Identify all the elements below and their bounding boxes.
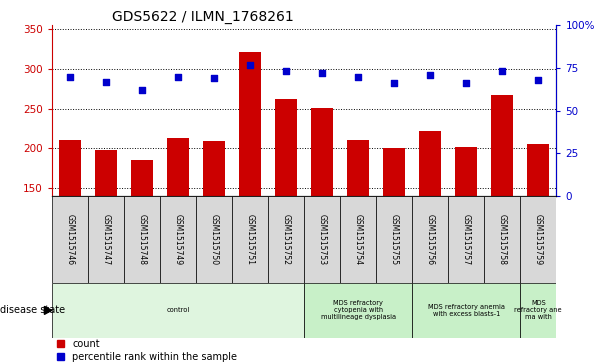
Point [497, 69, 507, 74]
Bar [340, 196, 376, 283]
Bar [304, 283, 412, 338]
Point [137, 87, 147, 93]
Bar [448, 196, 484, 283]
Point [533, 77, 543, 83]
Bar [347, 140, 369, 307]
Text: GSM1515753: GSM1515753 [317, 214, 326, 265]
Bar [268, 196, 304, 283]
Text: GSM1515749: GSM1515749 [173, 214, 182, 265]
Bar [88, 196, 124, 283]
Bar [52, 283, 304, 338]
Bar [59, 140, 80, 307]
Bar [52, 196, 88, 283]
Point [101, 79, 111, 85]
Text: GSM1515758: GSM1515758 [498, 214, 506, 265]
Legend: count, percentile rank within the sample: count, percentile rank within the sample [57, 339, 237, 362]
Text: disease state: disease state [0, 305, 65, 315]
Bar [124, 196, 160, 283]
Text: MDS refractory anemia
with excess blasts-1: MDS refractory anemia with excess blasts… [427, 304, 505, 317]
Point [461, 81, 471, 86]
Bar [376, 196, 412, 283]
Text: MDS
refractory ane
ma with: MDS refractory ane ma with [514, 300, 562, 321]
Bar [131, 160, 153, 307]
Bar [383, 148, 405, 307]
Text: GSM1515746: GSM1515746 [65, 214, 74, 265]
Bar [520, 283, 556, 338]
Bar [304, 196, 340, 283]
Bar [95, 150, 117, 307]
Text: GSM1515748: GSM1515748 [137, 214, 147, 265]
Bar [420, 131, 441, 307]
Text: GSM1515751: GSM1515751 [246, 214, 254, 265]
Bar [528, 144, 549, 307]
Text: GSM1515756: GSM1515756 [426, 214, 435, 265]
Bar [412, 283, 520, 338]
Point [245, 62, 255, 68]
Point [317, 70, 327, 76]
Point [209, 76, 219, 81]
Bar [484, 196, 520, 283]
Bar [311, 108, 333, 307]
Bar [491, 95, 513, 307]
Point [281, 69, 291, 74]
Bar [203, 141, 225, 307]
Text: control: control [166, 307, 190, 313]
Bar [232, 196, 268, 283]
Text: GSM1515757: GSM1515757 [461, 214, 471, 265]
Point [173, 74, 183, 79]
Bar [239, 52, 261, 307]
Point [353, 74, 363, 79]
Text: MDS refractory
cytopenia with
multilineage dysplasia: MDS refractory cytopenia with multilinea… [320, 300, 396, 321]
Bar [160, 196, 196, 283]
Point [65, 74, 75, 79]
Bar [196, 196, 232, 283]
Bar [167, 138, 188, 307]
Bar [412, 196, 448, 283]
Bar [520, 196, 556, 283]
Bar [455, 147, 477, 307]
Bar [275, 99, 297, 307]
Point [389, 81, 399, 86]
Text: GSM1515750: GSM1515750 [209, 214, 218, 265]
Text: GSM1515754: GSM1515754 [354, 214, 362, 265]
Text: GSM1515755: GSM1515755 [390, 214, 399, 265]
Text: GSM1515752: GSM1515752 [282, 214, 291, 265]
Point [426, 72, 435, 78]
Text: GSM1515759: GSM1515759 [534, 214, 543, 265]
Text: GSM1515747: GSM1515747 [102, 214, 110, 265]
Text: GDS5622 / ILMN_1768261: GDS5622 / ILMN_1768261 [112, 11, 294, 24]
